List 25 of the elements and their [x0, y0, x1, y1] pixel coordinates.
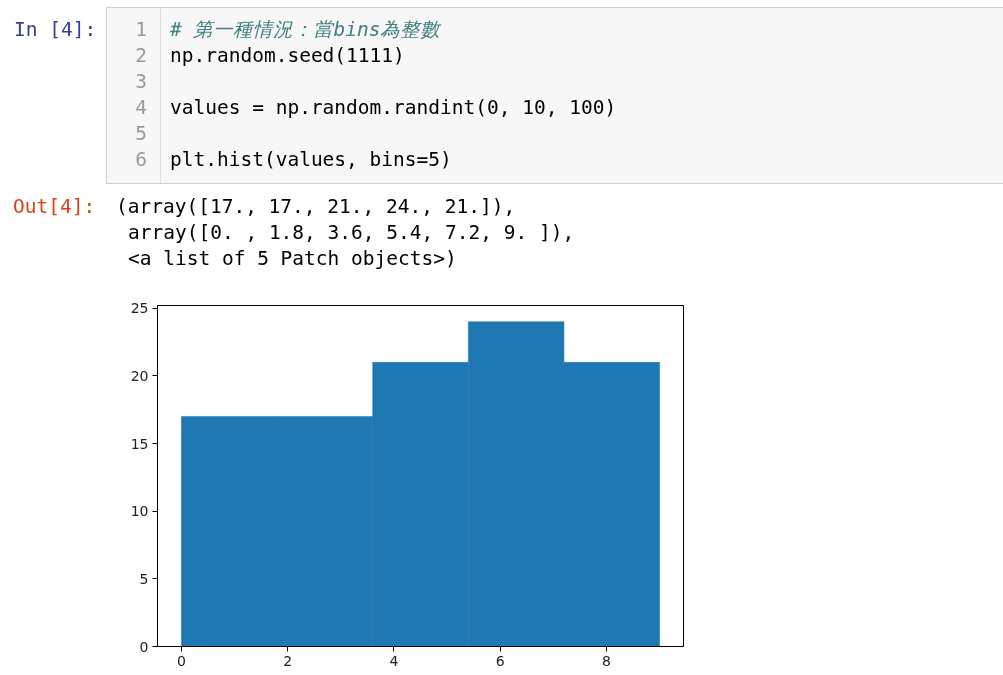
text: 4 [135, 95, 147, 121]
y-tick-label: 25 [130, 300, 149, 317]
text: 3 [135, 69, 147, 95]
text: <a list of 5 Patch objects>) [128, 246, 457, 272]
text: np.random.seed(1111) [170, 43, 405, 69]
text: 6 [135, 147, 147, 173]
y-tick-label: 10 [130, 503, 149, 520]
text: Out[4]: [13, 194, 96, 220]
y-tick-label: 0 [139, 638, 149, 655]
text: array([0. , 1.8, 3.6, 5.4, 7.2, 9. ]), [128, 220, 575, 246]
text: (array([17., 17., 21., 24., 21.]), [116, 194, 516, 220]
text: values = np.random.randint(0, 10, 100) [170, 95, 617, 121]
text: In [4]: [14, 17, 97, 43]
y-tick-label: 5 [139, 570, 149, 587]
text: # 第一種情況：當bins為整數 [170, 17, 441, 43]
x-tick-label: 0 [176, 652, 186, 669]
text: 2 [135, 43, 147, 69]
y-tick-label: 15 [130, 435, 149, 452]
y-tick-label: 20 [130, 367, 149, 384]
x-tick-label: 6 [495, 652, 505, 669]
x-tick-label: 4 [389, 652, 399, 669]
text: 1 [135, 17, 147, 43]
x-tick-label: 8 [602, 652, 611, 669]
x-tick-label: 2 [283, 652, 293, 669]
text: plt.hist(values, bins=5) [170, 147, 452, 173]
